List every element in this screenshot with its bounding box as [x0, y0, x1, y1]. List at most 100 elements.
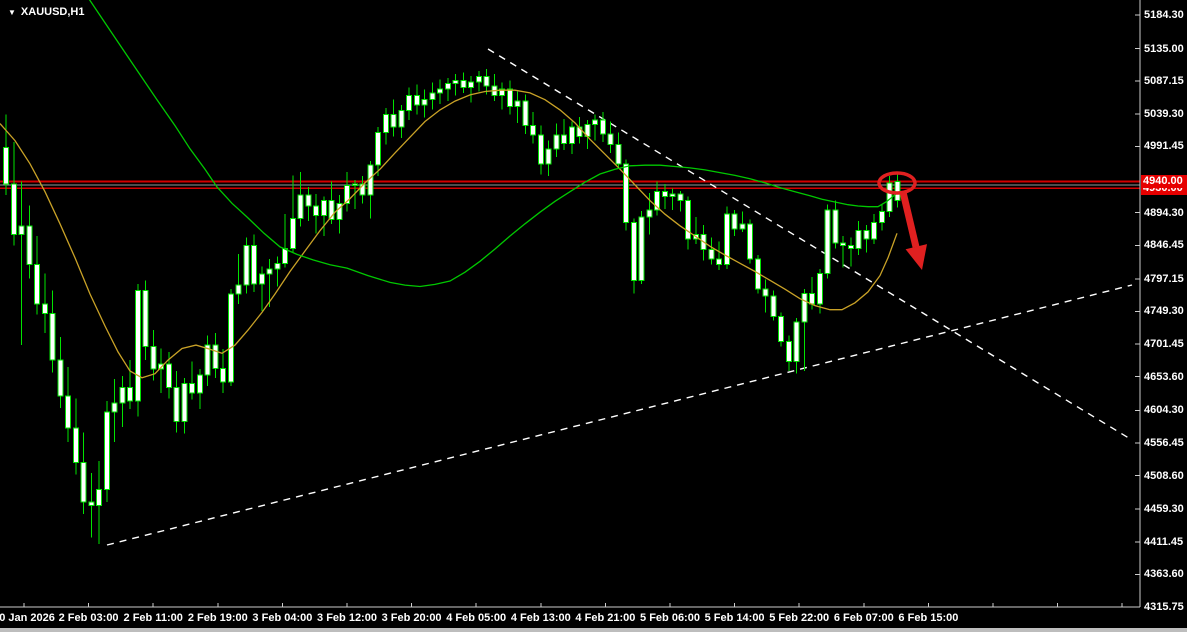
candle-body [847, 245, 854, 249]
time-tick-label: 6 Feb 15:00 [898, 612, 959, 624]
symbol-selector[interactable]: ▼ XAUUSD,H1 [8, 6, 85, 18]
candle-body [204, 344, 211, 376]
candle [530, 111, 536, 144]
candle [282, 214, 288, 268]
candle-body [49, 313, 56, 361]
candle-body [134, 290, 141, 402]
candle [142, 280, 149, 361]
candle [506, 80, 513, 115]
candle-body [251, 245, 257, 285]
candle [871, 214, 877, 245]
axes [0, 0, 1141, 608]
candle-body [406, 95, 412, 112]
candle-body [119, 386, 126, 404]
price-tick-label: 4556.45 [1144, 436, 1184, 449]
candle-body [499, 88, 505, 97]
candle-body [468, 81, 474, 88]
candle-body [475, 76, 482, 83]
candle-body [437, 88, 443, 94]
candle [10, 141, 17, 246]
candle-body [832, 209, 839, 244]
candle [150, 330, 157, 381]
candle [103, 400, 110, 502]
candle-body [313, 205, 319, 217]
candle [739, 211, 746, 232]
candle [34, 236, 40, 315]
candle-body [96, 489, 102, 506]
level-lines[interactable] [0, 180, 1140, 190]
candle-body [553, 134, 560, 150]
candle-body [444, 82, 451, 90]
symbol-label: XAUUSD,H1 [20, 6, 85, 18]
time-tick-label: 6 Feb 07:00 [833, 612, 894, 624]
candle-body [599, 119, 606, 135]
candle [390, 99, 397, 137]
candle-body [623, 163, 629, 223]
highlight-ellipse[interactable] [877, 171, 917, 195]
candle-body [607, 133, 614, 146]
annotations[interactable] [877, 171, 927, 270]
candle-body [677, 193, 684, 202]
candle-body [351, 183, 358, 187]
chevron-down-icon[interactable]: ▼ [8, 7, 16, 17]
candle [599, 111, 606, 142]
candle-body [739, 223, 746, 230]
candle-body [592, 119, 598, 125]
time-tick-label: 4 Feb 21:00 [575, 612, 636, 624]
candle-body [72, 427, 79, 463]
ma-fast-yellow-line [0, 89, 898, 379]
candle-body [669, 193, 676, 198]
time-tick-label: 5 Feb 06:00 [640, 612, 700, 624]
candle-body [731, 213, 738, 230]
candle-body [212, 344, 219, 369]
candle [499, 82, 505, 110]
candle [359, 176, 366, 204]
candle-body [320, 200, 327, 217]
candle-body [840, 242, 846, 247]
price-tick-label: 4363.60 [1144, 568, 1184, 581]
candle [762, 279, 769, 313]
candle-body [150, 345, 157, 370]
candle-body [824, 209, 831, 275]
candle [615, 132, 622, 170]
trendline-ascending-support[interactable] [106, 284, 1133, 546]
down-arrow-head-icon[interactable] [905, 244, 927, 270]
candle-body [646, 209, 653, 218]
candle-body [127, 386, 133, 402]
candle [444, 77, 451, 102]
candle-body [506, 88, 513, 108]
candle [514, 91, 521, 123]
candle [111, 379, 118, 442]
candle-body [165, 363, 172, 388]
candle [3, 114, 9, 196]
candle-body [382, 114, 389, 133]
trendlines[interactable] [106, 48, 1133, 546]
candle [119, 375, 126, 427]
red-level-price-label: 4940.00 [1141, 175, 1187, 188]
candle [460, 72, 467, 93]
candle [258, 266, 265, 312]
candle [212, 332, 219, 378]
candle [561, 118, 567, 151]
candle-body [65, 395, 71, 429]
candle-body [638, 216, 645, 281]
candle [824, 204, 831, 279]
candle [685, 196, 691, 250]
candle-body [243, 245, 250, 286]
candle [778, 312, 784, 347]
candle [127, 360, 133, 410]
candle-body [390, 114, 397, 128]
candle-body [568, 126, 575, 144]
ma-slow-green-line [88, 0, 898, 288]
candle-body [561, 134, 567, 144]
candle [592, 114, 598, 141]
candle [483, 69, 490, 95]
candle [406, 87, 412, 121]
candle [88, 473, 95, 538]
price-tick-label: 4991.45 [1144, 140, 1184, 153]
down-arrow-shaft[interactable] [899, 191, 920, 248]
price-tick-label: 4411.45 [1144, 535, 1184, 548]
trendline-descending-resistance[interactable] [487, 48, 1133, 441]
time-tick-label: 4 Feb 13:00 [510, 612, 571, 624]
